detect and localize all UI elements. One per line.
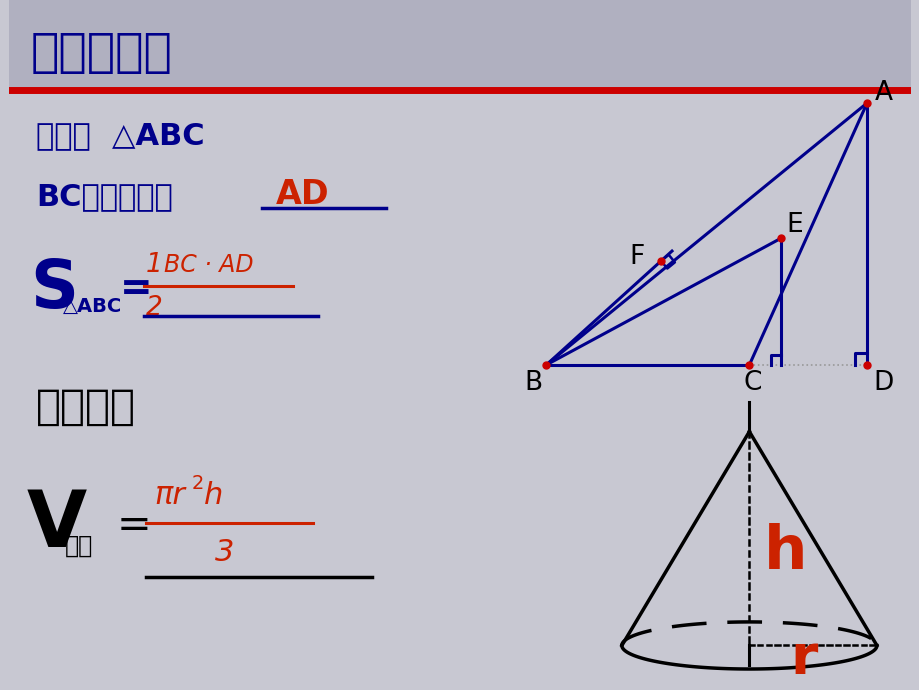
Text: V: V: [27, 487, 86, 563]
Text: h: h: [764, 523, 807, 582]
Text: △ABC: △ABC: [62, 297, 122, 315]
Text: AD: AD: [276, 178, 329, 210]
Text: B: B: [524, 370, 542, 395]
Text: 3: 3: [214, 538, 233, 566]
Text: C: C: [743, 370, 761, 395]
Text: 圆锥: 圆锥: [64, 533, 93, 558]
Text: 2: 2: [191, 474, 203, 493]
Bar: [9, 0, 910, 88]
Text: 右图中，: 右图中，: [36, 386, 136, 428]
Text: E: E: [786, 212, 802, 237]
Text: BC · AD: BC · AD: [164, 253, 253, 277]
Text: 知识回顾：: 知识回顾：: [30, 32, 172, 77]
Text: 如图：  △ABC: 如图： △ABC: [36, 121, 205, 150]
Text: h: h: [204, 481, 223, 510]
Text: r: r: [789, 632, 817, 686]
Text: F: F: [629, 244, 644, 270]
Text: A: A: [874, 80, 892, 106]
Text: πr: πr: [153, 481, 185, 510]
Text: 1: 1: [146, 252, 163, 278]
Text: BC边上的高是: BC边上的高是: [36, 181, 173, 210]
Text: =: =: [117, 504, 152, 546]
Text: 2: 2: [146, 295, 163, 321]
Text: D: D: [872, 370, 892, 395]
Text: =: =: [119, 270, 152, 308]
Text: S: S: [30, 257, 78, 322]
